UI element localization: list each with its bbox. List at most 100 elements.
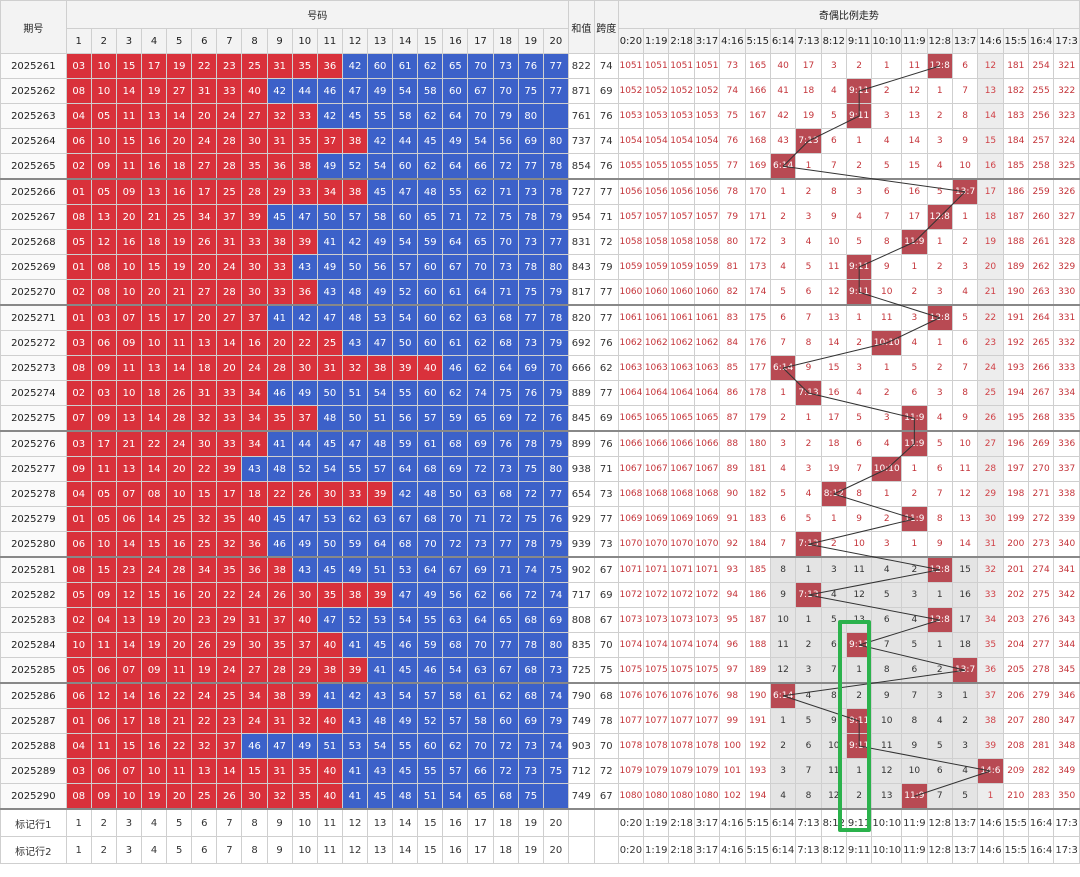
ratio-cell: 1058 (643, 229, 670, 255)
ratio-cell: 6 (926, 758, 953, 784)
number-ball: 47 (266, 733, 293, 759)
period-cell: 2025274 (0, 380, 67, 406)
number-ball: 73 (517, 178, 544, 205)
number-ball: 49 (417, 582, 444, 608)
footer-number: 18 (492, 836, 519, 864)
ratio-cell: 1053 (668, 103, 695, 129)
number-ball: 61 (467, 682, 494, 709)
number-ball: 40 (241, 78, 268, 104)
ratio-cell: 93 (719, 556, 746, 583)
number-ball: 29 (291, 657, 318, 684)
number-ball: 47 (291, 506, 318, 532)
footer-number: 7 (216, 808, 243, 837)
number-ball: 06 (65, 531, 92, 558)
number-ball: 59 (392, 430, 419, 457)
ratio-hit-cell: 6:14 (769, 355, 797, 381)
ratio-cell: 1 (951, 682, 979, 709)
ratio-cell: 16 (977, 153, 1004, 180)
ratio-cell: 23 (977, 330, 1004, 356)
ratio-cell: 99 (719, 708, 746, 734)
number-ball: 28 (166, 405, 193, 432)
ratio-cell: 11 (769, 632, 797, 658)
ratio-cell: 1061 (668, 304, 695, 331)
ratio-cell: 10 (871, 708, 903, 734)
ratio-cell: 184 (744, 531, 771, 558)
ratio-cell: 1074 (617, 632, 645, 658)
ratio-cell: 1062 (617, 330, 645, 356)
sum-header: 和值 (567, 0, 595, 54)
number-ball: 79 (542, 708, 569, 734)
ratio-cell: 167 (744, 103, 771, 129)
number-ball: 13 (115, 456, 143, 482)
number-ball: 63 (467, 481, 494, 507)
ratio-cell: 9 (769, 582, 797, 608)
number-ball: 19 (166, 229, 193, 255)
number-ball: 09 (90, 405, 117, 432)
ratio-cell: 280 (1027, 708, 1055, 734)
ratio-cell: 2 (926, 103, 953, 129)
ratio-cell: 13 (977, 78, 1004, 104)
number-ball: 25 (191, 531, 218, 558)
ratio-cell: 1054 (617, 128, 645, 154)
number-ball: 77 (517, 153, 544, 180)
ratio-cell: 2 (926, 355, 953, 381)
number-ball: 36 (316, 53, 343, 79)
ratio-col-header: 9:11 (845, 28, 873, 54)
number-ball: 74 (517, 556, 544, 583)
ratio-cell: 192 (744, 733, 771, 759)
ratio-cell: 1057 (668, 204, 695, 230)
number-ball: 15 (90, 556, 117, 583)
table-row: 2025272 03 06 09 10 11 13 14 16 20 22 25 43 47 50 60 61 6… (0, 330, 1080, 356)
number-ball: 33 (241, 229, 268, 255)
ratio-col-header: 17:3 (1053, 28, 1080, 54)
ratio-cell: 10 (951, 153, 979, 180)
number-ball: 36 (241, 531, 268, 558)
ratio-hit-cell: 12:8 (926, 304, 953, 331)
ratio-cell: 24 (977, 355, 1004, 381)
ratio-cell: 1 (845, 657, 873, 684)
footer-number: 3 (115, 836, 143, 864)
ratio-cell: 2 (845, 53, 873, 79)
number-ball: 66 (492, 582, 519, 608)
number-ball: 60 (392, 153, 419, 180)
ratio-cell: 1067 (668, 456, 695, 482)
number-ball: 32 (191, 506, 218, 532)
number-ball: 33 (291, 178, 318, 205)
ratio-hit-cell: 7:13 (795, 531, 822, 558)
ratio-cell: 13 (871, 783, 903, 810)
number-ball: 80 (542, 632, 569, 658)
number-ball: 24 (191, 128, 218, 154)
ratio-hit-cell: 9:11 (845, 708, 873, 734)
number-ball: 65 (467, 229, 494, 255)
table-row: 2025290 08 09 10 19 20 25 26 30 32 35 40 41 45 48 51 54 6… (0, 783, 1080, 810)
number-ball: 59 (442, 405, 469, 432)
period-cell: 2025289 (0, 758, 67, 784)
ratio-cell: 191 (1002, 304, 1029, 331)
number-ball: 65 (492, 607, 519, 633)
number-ball: 73 (492, 254, 519, 280)
ratio-hit-cell: 11:9 (901, 430, 928, 457)
number-ball: 14 (216, 758, 243, 784)
number-ball: 06 (65, 682, 92, 709)
number-ball: 44 (291, 78, 318, 104)
number-ball: 48 (366, 708, 394, 734)
number-ball: 11 (90, 733, 117, 759)
ratio-col-header: 11:9 (901, 28, 928, 54)
number-ball: 41 (341, 783, 369, 810)
ratio-cell: 1 (871, 53, 903, 79)
number-ball: 35 (316, 582, 343, 608)
span-cell: 75 (593, 657, 619, 684)
number-ball: 45 (417, 128, 444, 154)
number-ball: 16 (141, 128, 168, 154)
number-ball: 11 (115, 355, 143, 381)
number-ball: 46 (417, 657, 444, 684)
number-ball: 69 (442, 456, 469, 482)
number-ball: 06 (90, 758, 117, 784)
ratio-hit-cell: 14:6 (977, 758, 1004, 784)
number-ball: 28 (216, 279, 243, 306)
number-ball: 05 (90, 481, 117, 507)
number-ball: 60 (417, 279, 444, 306)
number-ball: 73 (517, 733, 544, 759)
span-cell: 73 (593, 531, 619, 558)
number-ball: 54 (366, 380, 394, 406)
